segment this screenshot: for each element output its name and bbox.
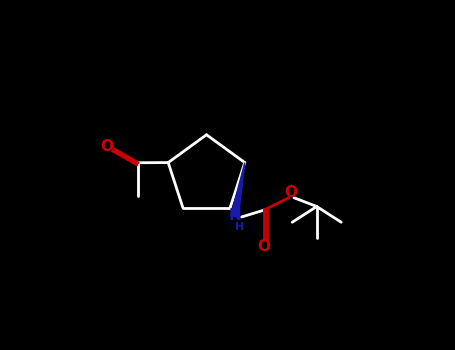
Text: O: O	[258, 239, 271, 254]
Text: H: H	[235, 223, 244, 232]
Text: O: O	[100, 139, 113, 154]
Text: O: O	[284, 185, 297, 200]
Polygon shape	[230, 162, 245, 218]
Text: N: N	[228, 208, 241, 223]
